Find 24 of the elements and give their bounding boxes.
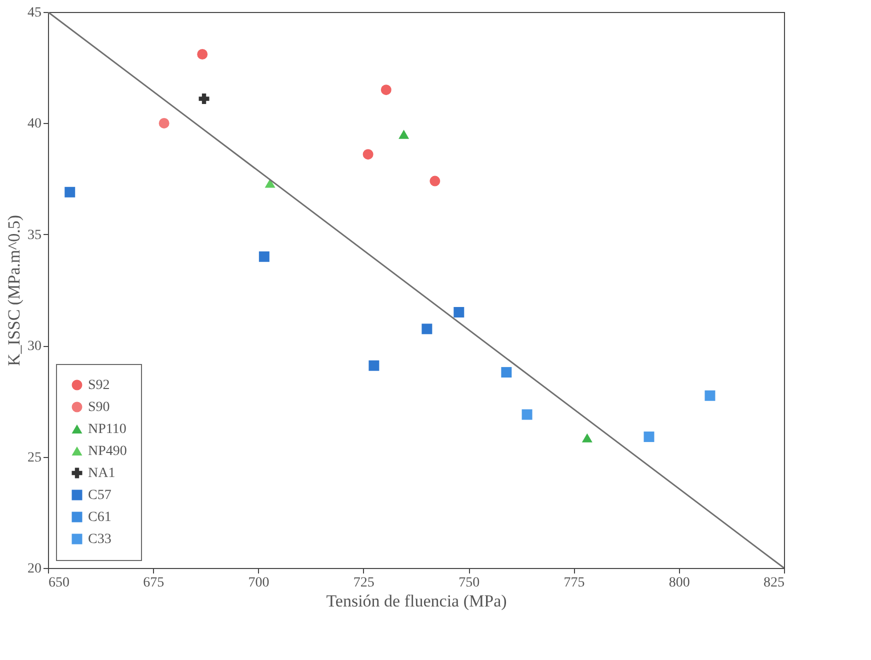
x-tick-label: 800: [668, 576, 690, 590]
legend-label: S90: [88, 400, 110, 415]
x-tick-label: 750: [458, 576, 480, 590]
y-axis-title: K_ISSC (MPa.m^0.5): [4, 214, 24, 366]
legend-label: S92: [88, 378, 110, 393]
x-tick-label: 775: [564, 576, 585, 590]
y-tick-label: 30: [28, 339, 42, 354]
y-tick-label: 45: [28, 6, 42, 20]
y-tick-label: 20: [28, 562, 42, 576]
x-axis-title: Tensión de fluencia (MPa): [326, 592, 507, 610]
x-tick-label: 700: [248, 576, 270, 590]
x-tick-label: 675: [143, 576, 164, 590]
legend-label: C33: [88, 532, 112, 547]
legend-label: C57: [88, 488, 112, 503]
legend-label: C61: [88, 510, 112, 525]
legend-label: NP490: [88, 444, 127, 459]
legend-label: NP110: [88, 422, 126, 437]
y-tick-label: 40: [28, 116, 42, 132]
y-tick-label: 35: [28, 228, 42, 243]
legend-label: NA1: [88, 466, 116, 481]
y-tick-label: 25: [28, 450, 42, 466]
x-tick-label: 725: [353, 576, 374, 590]
x-tick-label: 650: [48, 576, 70, 590]
x-tick-label: 825: [764, 576, 784, 590]
